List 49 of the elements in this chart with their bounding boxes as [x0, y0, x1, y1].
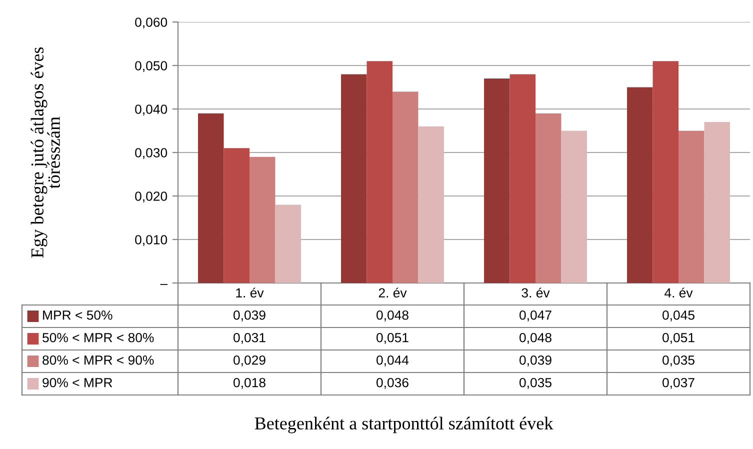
- x-tick-label: 4. év: [664, 288, 693, 298]
- bar: [250, 156, 276, 283]
- bar: [198, 113, 224, 283]
- bar: [366, 61, 392, 283]
- data-label: 0,029: [234, 355, 266, 366]
- y-tick-label: 0,020: [135, 192, 168, 202]
- data-label: 0,037: [662, 378, 694, 389]
- y-tick-label: 0,060: [135, 18, 168, 28]
- bar: [678, 130, 704, 283]
- data-label: 0,051: [376, 332, 408, 344]
- y-tick-label: 0,010: [135, 235, 168, 246]
- bar: [704, 122, 730, 283]
- bar: [224, 148, 250, 283]
- bar: [627, 87, 653, 283]
- data-label: 0,039: [234, 310, 266, 322]
- data-label: 0,051: [662, 332, 694, 344]
- legend-label: 50% < MPR < 80%: [42, 332, 154, 342]
- y-axis-title: Egy betegre jutó átlagos éves törésszám: [30, 47, 60, 258]
- x-tick-label: 3. év: [522, 288, 550, 298]
- data-label: 0,035: [662, 355, 694, 366]
- x-tick-label: 2. év: [378, 288, 407, 298]
- text: Betegenként a startponttól számított évek: [254, 416, 554, 434]
- data-label: 0,039: [520, 355, 552, 366]
- data-label: 0,044: [376, 355, 409, 366]
- data-label: 0,047: [520, 310, 552, 322]
- data-label: 0,036: [376, 378, 408, 389]
- bar: [275, 204, 301, 283]
- x-tick-label: 1. év: [236, 288, 264, 298]
- bar: [510, 74, 536, 283]
- data-label: 0,018: [234, 378, 266, 389]
- legend-label: 80% < MPR < 90%: [42, 355, 154, 365]
- y-tick-label: 0,030: [135, 148, 168, 159]
- data-label: 0,045: [662, 310, 694, 322]
- y-tick-label: –: [160, 284, 168, 285]
- bar: [392, 92, 418, 283]
- data-label: 0,048: [520, 332, 552, 344]
- bar: [561, 130, 587, 283]
- data-label: 0,031: [234, 332, 266, 344]
- legend-label: MPR < 50%: [43, 310, 112, 320]
- legend-label: 90% < MPR: [42, 378, 112, 388]
- bar: [536, 113, 562, 283]
- bar: [484, 78, 510, 283]
- data-label: 0,035: [520, 378, 552, 389]
- bar: [652, 61, 678, 283]
- y-tick-label: 0,040: [135, 104, 168, 116]
- y-tick-label: 0,050: [135, 61, 168, 72]
- data-label: 0,048: [376, 310, 408, 322]
- bar: [418, 126, 444, 283]
- bar: [341, 74, 367, 283]
